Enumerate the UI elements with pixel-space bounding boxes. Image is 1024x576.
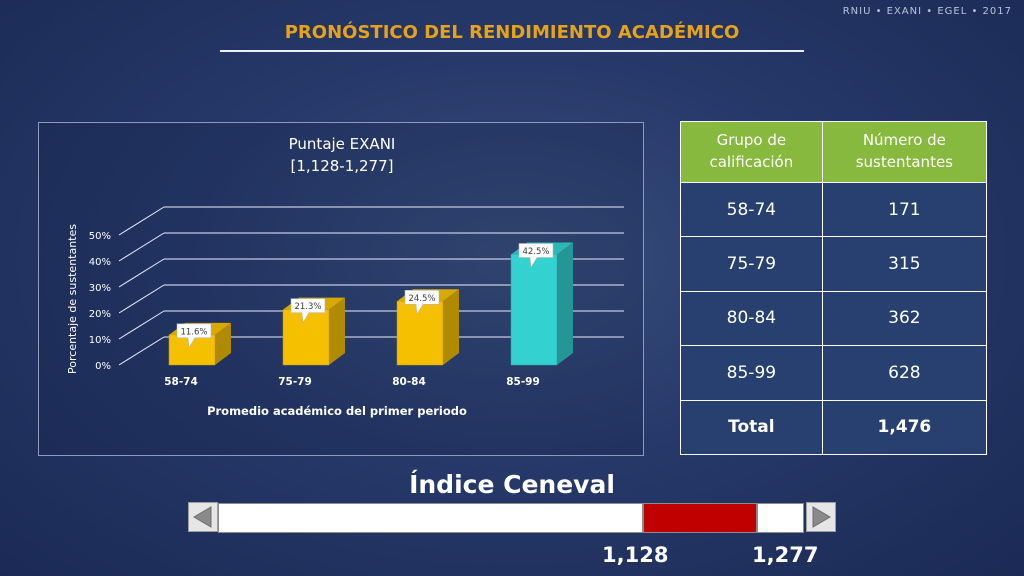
- x-tick-label: 80-84: [392, 376, 426, 388]
- y-tick-label: 40%: [89, 257, 111, 268]
- bar: [396, 301, 444, 366]
- data-label-callout: [404, 290, 440, 316]
- table-cell-count: 362: [821, 290, 988, 347]
- gridline-side: [118, 336, 165, 366]
- indice-title: Índice Ceneval: [409, 470, 615, 499]
- range-low-label: 1,128: [602, 543, 669, 567]
- gridline-side: [118, 206, 165, 236]
- y-tick-label: 0%: [95, 361, 111, 372]
- chart-panel: Puntaje EXANI [1,128-1,277] Porcentaje d…: [38, 122, 644, 456]
- y-axis-label: Porcentaje de sustentantes: [66, 224, 79, 374]
- table-row: 75-79 315: [680, 236, 988, 292]
- table-header-row: Grupo de calificación Número de sustenta…: [680, 121, 988, 183]
- x-tick-label: 75-79: [278, 376, 312, 388]
- table-cell-count: 171: [821, 181, 988, 238]
- data-label: 42.5%: [522, 247, 549, 257]
- table-row: 80-84 362: [680, 290, 988, 347]
- y-tick-label: 30%: [89, 283, 111, 294]
- gridline-side: [118, 284, 165, 314]
- header-numero: Número de sustentantes: [821, 121, 988, 183]
- chart-subtitle: [1,128-1,277]: [290, 157, 393, 175]
- bar-chart: Puntaje EXANI [1,128-1,277] Porcentaje d…: [66, 135, 624, 418]
- table-total-row: Total 1,476: [680, 399, 988, 456]
- total-label: Total: [680, 399, 823, 456]
- table-cell-group: 75-79: [680, 236, 823, 292]
- total-value: 1,476: [821, 399, 988, 456]
- chart-title: Puntaje EXANI: [289, 135, 396, 153]
- y-tick-label: 50%: [89, 231, 111, 242]
- bar-side: [215, 322, 231, 365]
- table-cell-group: 80-84: [680, 290, 823, 347]
- x-tick-label: 58-74: [164, 376, 198, 388]
- score-table-container: Grupo de calificación Número de sustenta…: [680, 121, 988, 456]
- triangle-right-icon: [812, 506, 831, 528]
- table-cell-count: 628: [821, 345, 988, 401]
- gridline-side: [118, 310, 165, 340]
- data-label: 11.6%: [180, 327, 207, 337]
- table-cell-group: 58-74: [680, 181, 823, 238]
- data-label-callout: [518, 243, 554, 269]
- range-high-label: 1,277: [752, 543, 819, 567]
- gridline-side: [118, 232, 165, 262]
- data-label: 24.5%: [408, 294, 435, 304]
- score-range-marker: [642, 504, 758, 532]
- bar-side: [443, 289, 459, 365]
- page-title: PRONÓSTICO DEL RENDIMIENTO ACADÉMICO: [284, 22, 740, 43]
- bar: [510, 254, 558, 366]
- table-cell-count: 315: [821, 236, 988, 292]
- y-tick-label: 20%: [89, 309, 111, 320]
- table-cell-group: 85-99: [680, 345, 823, 401]
- data-label-callout: [290, 298, 326, 324]
- x-tick-label: 85-99: [506, 376, 540, 388]
- y-tick-label: 10%: [89, 335, 111, 346]
- table-row: 58-74 171: [680, 181, 988, 238]
- header-grupo: Grupo de calificación: [680, 121, 823, 183]
- score-table: Grupo de calificación Número de sustenta…: [680, 121, 988, 456]
- x-axis-label: Promedio académico del primer periodo: [207, 404, 467, 418]
- gridline-side: [118, 258, 165, 288]
- scroll-right-button[interactable]: [806, 502, 836, 532]
- data-label-callout: [176, 323, 212, 349]
- watermark: RNIU • EXANI • EGEL • 2017: [842, 6, 1012, 17]
- bar-side: [329, 297, 345, 365]
- scroll-left-button[interactable]: [188, 502, 218, 532]
- title-underline: [220, 50, 804, 52]
- triangle-left-icon: [193, 506, 212, 528]
- bar-side: [557, 242, 573, 365]
- table-row: 85-99 628: [680, 345, 988, 401]
- data-label: 21.3%: [294, 302, 321, 312]
